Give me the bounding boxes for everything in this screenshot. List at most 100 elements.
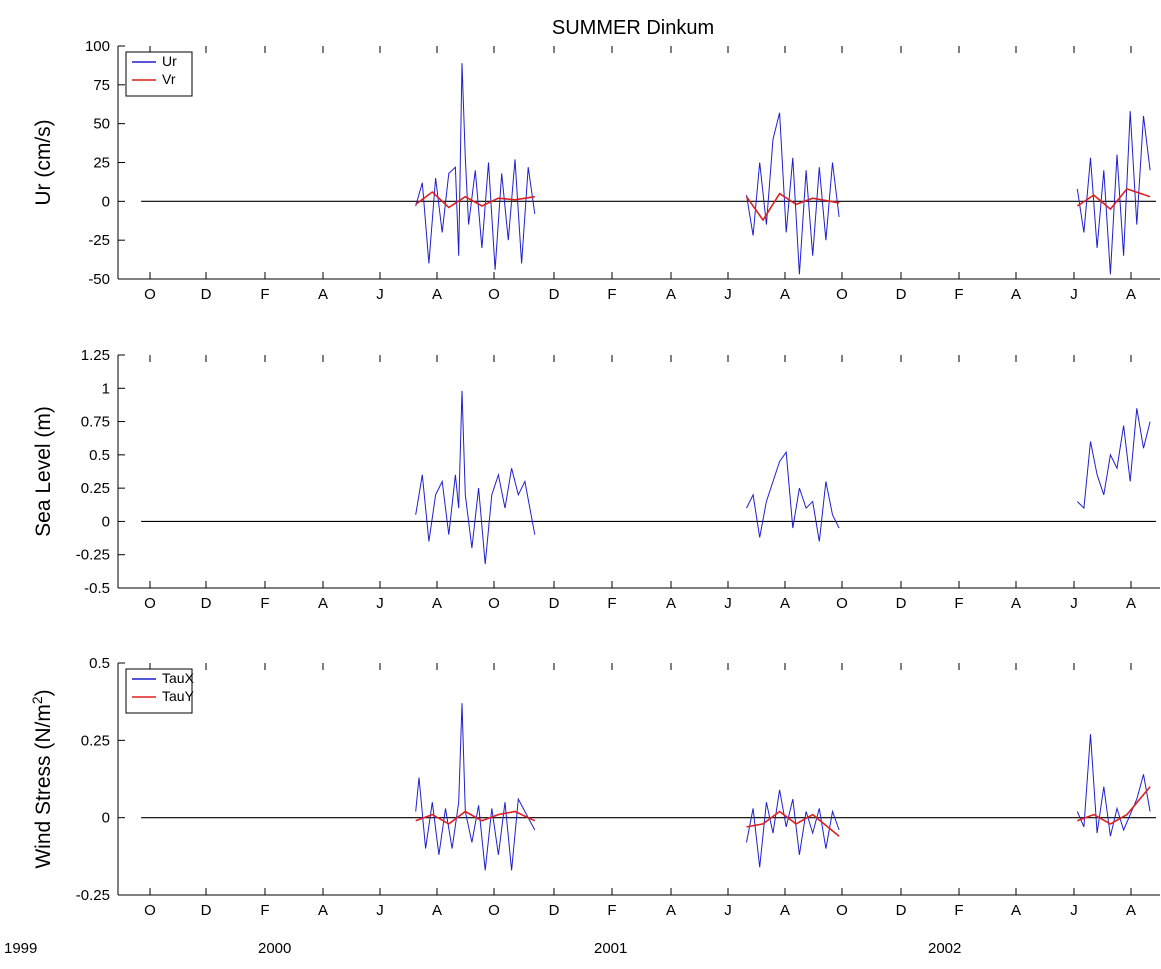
x-tick-label: F xyxy=(260,286,269,303)
legend-label-vr: Vr xyxy=(162,71,176,87)
x-tick-label: J xyxy=(1070,595,1078,612)
x-tick-label: F xyxy=(607,902,616,919)
x-tick-label: F xyxy=(954,595,963,612)
x-tick-label: D xyxy=(896,286,907,303)
x-tick-label: A xyxy=(432,595,442,612)
x-tick-label: F xyxy=(607,286,616,303)
x-tick-label: D xyxy=(896,595,907,612)
series-line-tauy-3 xyxy=(1077,786,1151,825)
x-tick-label: A xyxy=(318,595,328,612)
series-line-taux-3 xyxy=(1076,734,1151,837)
y-tick-label: 0.5 xyxy=(89,655,110,672)
y-tick-label: 50 xyxy=(93,116,110,133)
x-tick-label: A xyxy=(318,902,328,919)
y-tick-label: -25 xyxy=(88,232,110,249)
y-tick-label: 75 xyxy=(93,77,110,94)
y-tick-label: 25 xyxy=(93,155,110,172)
x-tick-label: A xyxy=(666,286,676,303)
x-tick-label: D xyxy=(549,902,560,919)
series-line-sea-level-2 xyxy=(746,450,840,542)
figure-title: SUMMER Dinkum xyxy=(552,17,714,39)
x-tick-label: A xyxy=(1126,595,1136,612)
x-tick-label: D xyxy=(549,286,560,303)
x-tick-label: A xyxy=(780,286,790,303)
x-tick-label: A xyxy=(432,286,442,303)
series-line-sea-level-1 xyxy=(415,390,536,565)
x-tick-label: J xyxy=(724,595,732,612)
x-tick-label: J xyxy=(1070,286,1078,303)
series-line-tauy-1 xyxy=(415,810,536,825)
year-label: 2001 xyxy=(594,940,627,957)
legend-label-ur: Ur xyxy=(162,53,177,69)
series-line-taux-2 xyxy=(746,789,840,868)
y-tick-label: 1 xyxy=(102,380,110,397)
y-axis-label: Sea Level (m) xyxy=(32,406,55,537)
year-label: 2000 xyxy=(258,940,291,957)
x-tick-label: D xyxy=(201,902,212,919)
x-tick-label: A xyxy=(666,902,676,919)
x-tick-label: D xyxy=(549,595,560,612)
y-tick-label: -0.25 xyxy=(76,547,110,564)
year-labels: 1999 2000 2001 2002 xyxy=(4,940,961,957)
x-tick-label: A xyxy=(780,595,790,612)
x-tick-label: A xyxy=(318,286,328,303)
y-tick-label: -0.5 xyxy=(84,580,110,597)
legend-label-tauy: TauY xyxy=(162,688,195,704)
x-tick-label: F xyxy=(607,595,616,612)
chart-panel-3: -0.25 0 0.25 0.5 O D F A J A O D F A J A O D F A J A Wind Stre… xyxy=(29,655,1160,919)
x-tick-label: J xyxy=(1070,902,1078,919)
x-tick-label: O xyxy=(144,902,156,919)
chart-panel-1: -50 -25 0 25 50 75 100 O D F A J A O D F A J A O D F A J A Ur (cm… xyxy=(32,38,1160,303)
y-tick-label: 0 xyxy=(102,810,110,827)
y-tick-label: -0.25 xyxy=(76,887,110,904)
x-tick-label: O xyxy=(488,286,500,303)
x-tick-label: O xyxy=(488,902,500,919)
x-tick-label: J xyxy=(724,286,732,303)
y-tick-label: 100 xyxy=(85,38,110,55)
y-tick-label: 0.75 xyxy=(81,414,110,431)
y-tick-label: -50 xyxy=(88,271,110,288)
series-line-vr-1 xyxy=(415,190,535,209)
y-tick-label: 0.5 xyxy=(89,447,110,464)
x-tick-label: J xyxy=(376,595,384,612)
x-tick-label: O xyxy=(836,902,848,919)
x-tick-label: A xyxy=(432,902,442,919)
year-label: 2002 xyxy=(928,940,961,957)
legend-box xyxy=(125,668,193,714)
y-tick-label: 0.25 xyxy=(81,732,110,749)
x-tick-label: A xyxy=(666,595,676,612)
x-tick-label: F xyxy=(954,286,963,303)
series-line-vr-3 xyxy=(1076,187,1151,211)
series-line-sea-level-3 xyxy=(1076,408,1151,510)
year-label: 1999 xyxy=(4,940,37,957)
x-tick-label: O xyxy=(144,595,156,612)
series-line-ur-2 xyxy=(746,112,840,275)
x-tick-label: O xyxy=(488,595,500,612)
series-line-ur-3 xyxy=(1076,111,1151,275)
x-tick-label: D xyxy=(201,595,212,612)
x-tick-label: A xyxy=(1126,902,1136,919)
x-tick-label: A xyxy=(1011,902,1021,919)
x-tick-label: D xyxy=(896,902,907,919)
x-tick-label: D xyxy=(201,286,212,303)
y-tick-label: 0 xyxy=(102,193,110,210)
y-tick-label: 1.25 xyxy=(81,347,110,364)
chart-panel-2: -0.5 -0.25 0 0.25 0.5 0.75 1 1.25 O D F A J A O D F A J A O D… xyxy=(32,347,1160,612)
y-tick-label: 0.25 xyxy=(81,480,110,497)
x-tick-label: O xyxy=(836,286,848,303)
x-tick-label: J xyxy=(376,286,384,303)
x-tick-label: F xyxy=(954,902,963,919)
x-tick-label: F xyxy=(260,595,269,612)
y-axis-label: Ur (cm/s) xyxy=(32,119,55,205)
series-line-tauy-2 xyxy=(746,810,840,837)
y-tick-label: 0 xyxy=(102,513,110,530)
x-tick-label: J xyxy=(724,902,732,919)
x-tick-label: O xyxy=(836,595,848,612)
y-axis-label: Wind Stress (N/m2) xyxy=(29,689,55,868)
series-line-vr-2 xyxy=(745,192,840,222)
x-tick-label: O xyxy=(144,286,156,303)
series-line-taux-1 xyxy=(415,703,536,871)
